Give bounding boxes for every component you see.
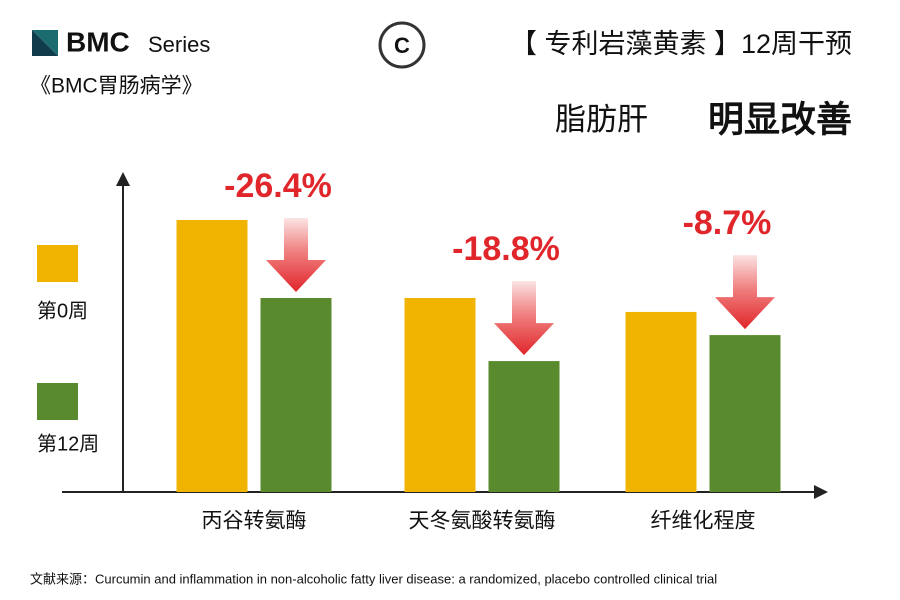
change-arrow: [494, 281, 554, 356]
subtitle-emphasis: 明显改善: [708, 99, 852, 140]
x-tick-label: 天冬氨酸转氨酶: [409, 510, 556, 533]
bar: [260, 297, 332, 492]
brand: BMC: [66, 26, 130, 57]
title-logo-letter: C: [394, 33, 410, 58]
x-tick-label: 纤维化程度: [651, 510, 756, 533]
x-tick-label: 丙谷转氨酶: [202, 510, 307, 533]
source: 文献来源：Curcumin and inflammation in non-al…: [30, 571, 717, 586]
x-axis-arrow: [814, 485, 828, 499]
annotation: -26.4%: [224, 167, 332, 205]
journal: 《BMC胃肠病学》: [30, 75, 203, 98]
y-axis-arrow: [116, 172, 130, 186]
bar: [709, 335, 781, 492]
change-arrow: [266, 217, 326, 292]
bar: [404, 297, 476, 492]
brand-series: Series: [148, 32, 210, 57]
subtitle: 脂肪肝: [555, 102, 648, 137]
legend-swatch: [37, 383, 78, 420]
title: 【 专利岩藻黄素 】12周干预: [510, 29, 852, 59]
bar: [176, 220, 248, 492]
annotation: -8.7%: [683, 204, 772, 242]
bar: [625, 311, 697, 492]
change-arrow: [715, 255, 775, 330]
annotation: -18.8%: [452, 230, 560, 268]
title-logo: [378, 21, 426, 69]
legend-swatch: [37, 245, 78, 282]
legend-label: 第12周: [37, 432, 99, 455]
brand-logo: [32, 30, 58, 56]
legend-label: 第0周: [37, 299, 88, 322]
bar: [488, 361, 560, 492]
